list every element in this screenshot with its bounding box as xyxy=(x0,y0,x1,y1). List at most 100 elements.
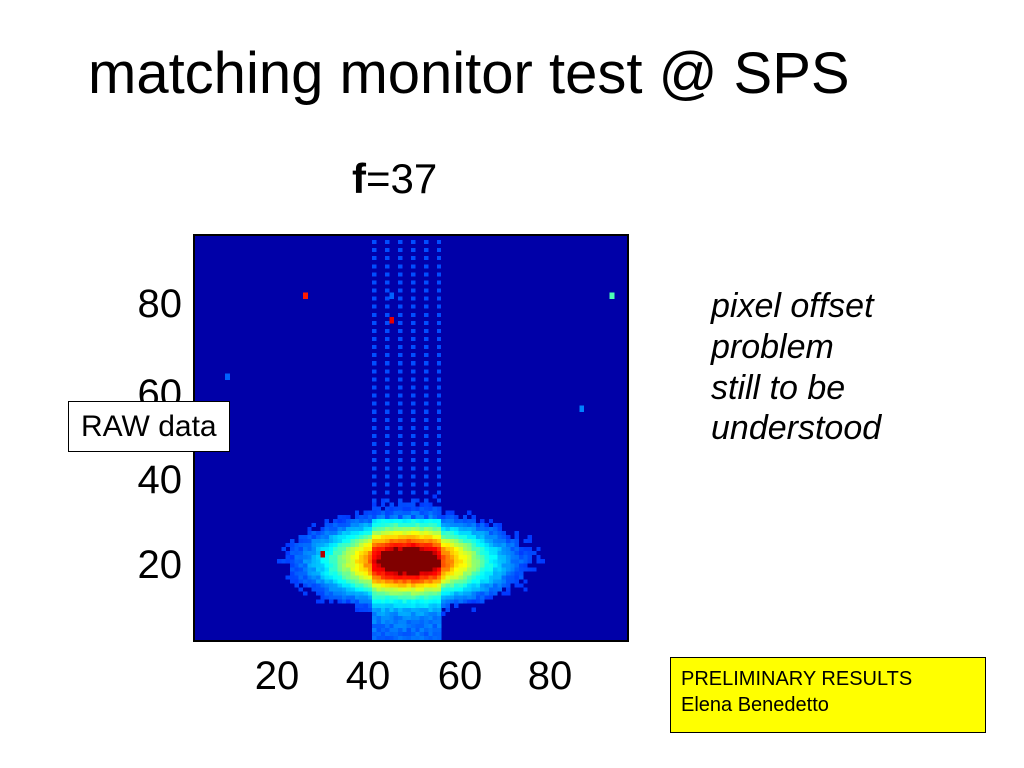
heatmap-cell xyxy=(385,571,390,576)
heatmap-cell xyxy=(320,571,325,576)
heatmap-cell xyxy=(333,555,338,560)
heatmap-cell xyxy=(484,583,489,588)
heatmap-cell xyxy=(385,615,390,620)
offset-stripe-cell xyxy=(385,425,390,430)
heatmap-cell xyxy=(454,530,459,536)
heatmap-cell xyxy=(315,579,321,584)
heatmap-cell xyxy=(376,615,381,620)
heatmap-cell xyxy=(506,555,511,560)
heatmap-cell xyxy=(428,559,433,564)
heatmap-cell xyxy=(458,551,463,556)
offset-stripe-cell xyxy=(411,240,416,245)
heatmap-cell xyxy=(389,591,394,596)
heatmap-cell xyxy=(415,522,420,527)
heatmap-cell xyxy=(527,551,533,556)
heatmap-cell xyxy=(328,530,334,536)
heatmap-cell xyxy=(475,579,481,584)
offset-stripe-cell xyxy=(436,377,442,382)
heatmap-cell xyxy=(432,619,438,624)
heatmap-cell xyxy=(419,631,425,637)
heatmap-cell xyxy=(290,563,295,568)
offset-stripe-cell xyxy=(436,442,442,447)
heatmap-cell xyxy=(402,555,407,560)
heatmap-cell xyxy=(393,551,399,556)
heatmap-cell xyxy=(411,611,416,616)
heatmap-cell xyxy=(428,579,433,584)
heatmap-cell xyxy=(398,591,403,596)
offset-stripe-cell xyxy=(398,296,403,301)
heatmap-cell xyxy=(445,591,450,596)
heatmap-cell xyxy=(501,539,507,544)
heatmap-cell xyxy=(406,571,412,576)
heatmap-cell xyxy=(449,571,455,576)
heatmap-cell xyxy=(419,563,425,568)
heatmap-cell xyxy=(402,559,407,564)
heatmap-cell xyxy=(389,502,394,507)
heatmap-cell xyxy=(372,623,377,628)
heatmap-cell xyxy=(514,530,520,536)
note-line: problem xyxy=(711,327,834,366)
offset-stripe-cell xyxy=(411,312,416,317)
heatmap-cell xyxy=(423,619,429,624)
offset-stripe-cell xyxy=(436,409,442,414)
heatmap-cell xyxy=(467,571,472,576)
heatmap-cell xyxy=(514,567,520,572)
heatmap-cell xyxy=(380,563,386,568)
offset-stripe-cell xyxy=(385,514,390,519)
heatmap-cell xyxy=(328,583,334,588)
heatmap-cell xyxy=(423,587,429,592)
heatmap-cell xyxy=(462,559,468,564)
heatmap-cell xyxy=(432,599,438,604)
heatmap-cell xyxy=(389,587,394,592)
heatmap-cell xyxy=(471,551,476,556)
heatmap-cell xyxy=(484,571,489,576)
heatmap-cell xyxy=(385,559,390,564)
preliminary-results-box: PRELIMINARY RESULTS Elena Benedetto xyxy=(670,657,986,733)
heatmap-cell xyxy=(493,530,498,536)
heatmap-cell xyxy=(398,543,403,548)
heatmap-cell xyxy=(367,551,373,556)
heatmap-cell xyxy=(506,551,511,556)
offset-stripe-cell xyxy=(398,417,403,422)
heatmap-cell xyxy=(441,530,446,536)
heatmap-cell xyxy=(398,619,403,624)
heatmap-cell xyxy=(462,595,468,600)
heatmap-cell xyxy=(393,543,399,548)
heatmap-cell xyxy=(402,591,407,596)
heatmap-cell xyxy=(380,611,386,616)
offset-stripe-cell xyxy=(436,401,442,406)
heatmap-cell xyxy=(324,518,330,523)
heatmap-cell xyxy=(406,619,412,624)
offset-stripe-cell xyxy=(385,337,390,342)
heatmap-cell xyxy=(419,526,425,532)
heatmap-cell xyxy=(372,518,377,523)
heatmap-cell xyxy=(315,567,321,572)
heatmap-cell xyxy=(454,563,459,568)
heatmap-cell xyxy=(445,595,450,600)
heatmap-cell xyxy=(432,615,438,620)
heatmap-cell xyxy=(501,534,507,540)
heatmap-cell xyxy=(324,571,330,576)
heatmap-cell xyxy=(333,518,338,523)
heatmap-cell xyxy=(324,575,330,580)
offset-stripe-cell xyxy=(411,482,416,487)
offset-stripe-cell xyxy=(423,417,429,422)
offset-stripe-cell xyxy=(385,417,390,422)
heatmap-cell xyxy=(393,547,399,552)
heatmap-cell xyxy=(406,506,412,511)
heatmap-cell xyxy=(363,551,368,556)
heatmap-cell xyxy=(307,526,312,532)
x-tick-label: 80 xyxy=(527,654,573,698)
heatmap-cell xyxy=(484,530,489,536)
heatmap-cell xyxy=(402,635,407,640)
heatmap-cell xyxy=(380,579,386,584)
heatmap-cell xyxy=(385,611,390,616)
heatmap-cell xyxy=(398,534,403,540)
heatmap-cell xyxy=(320,567,325,572)
heatmap-cell xyxy=(428,567,433,572)
heatmap-cell xyxy=(488,539,494,544)
heatmap-cell xyxy=(436,539,442,544)
heatmap-cell xyxy=(389,599,394,604)
offset-stripe-cell xyxy=(436,361,442,366)
offset-stripe-cell xyxy=(436,433,442,438)
